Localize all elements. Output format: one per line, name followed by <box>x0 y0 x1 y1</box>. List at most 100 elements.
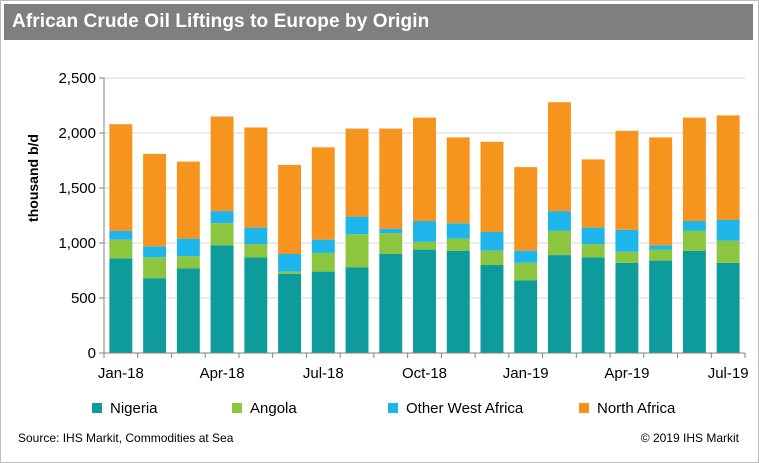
y-tick-label: 0 <box>88 345 96 362</box>
bar-segment-north-africa <box>278 164 302 254</box>
bar-segment-north-africa <box>345 128 369 217</box>
bar-segment-nigeria <box>716 262 740 353</box>
source-note: Source: IHS Markit, Commodities at Sea <box>18 431 234 445</box>
bar-segment-angola <box>716 240 740 263</box>
bar-segment-nigeria <box>649 260 673 353</box>
bar-segment-angola <box>210 223 234 246</box>
bar-segment-angola <box>514 262 538 281</box>
chart-title-bar: African Crude Oil Liftings to Europe by … <box>4 4 753 40</box>
bar-segment-north-africa <box>244 127 268 228</box>
y-tick-label: 2,500 <box>58 70 96 87</box>
legend-label: North Africa <box>597 399 676 417</box>
bar-segment-north-africa <box>109 124 133 231</box>
bar-segment-nigeria <box>615 262 639 353</box>
x-tick-label: Apr-18 <box>200 365 245 382</box>
bar-segment-nigeria <box>547 255 571 353</box>
bar-segment-other-west-africa <box>413 221 436 242</box>
bar-segment-other-west-africa <box>379 228 403 234</box>
bar-segment-other-west-africa <box>514 250 538 263</box>
bar-segment-angola <box>480 250 504 265</box>
bar-segment-north-africa <box>480 141 504 232</box>
y-tick-label: 2,000 <box>58 125 96 142</box>
legend-item-north-africa: North Africa <box>579 398 675 418</box>
bar-segment-nigeria <box>244 257 268 353</box>
bar-segment-nigeria <box>210 245 234 353</box>
tick-labels: 0 500 1,000 1,500 2,000 2,500 Jan-18 Apr-18 Jul-… <box>58 70 748 382</box>
bar-segment-other-west-africa <box>345 216 369 235</box>
legend-label: Nigeria <box>110 399 158 417</box>
bar-segment-other-west-africa <box>581 227 605 245</box>
bar-segment-angola <box>311 252 335 272</box>
bar-segment-north-africa <box>514 167 538 251</box>
bar-segment-other-west-africa <box>109 230 133 240</box>
bar-segment-nigeria <box>109 258 133 353</box>
bar-segment-north-africa <box>210 116 234 212</box>
bar-segment-other-west-africa <box>615 229 639 252</box>
bar-segment-other-west-africa <box>244 227 268 245</box>
bar-segment-angola <box>143 257 167 279</box>
y-tick-label: 1,500 <box>58 180 96 197</box>
bar-segment-angola <box>446 238 470 251</box>
bar-segment-other-west-africa <box>682 221 706 231</box>
bar-segment-north-africa <box>547 102 571 212</box>
copyright-note: © 2019 IHS Markit <box>640 431 739 445</box>
bar-segment-nigeria <box>311 271 335 353</box>
x-tick-label: Jan-19 <box>503 365 549 382</box>
bar-segment-north-africa <box>682 117 706 221</box>
bar-segment-angola <box>278 271 302 274</box>
bar-segment-north-africa <box>413 117 436 221</box>
bar-segment-nigeria <box>682 250 706 353</box>
bar-segment-north-africa <box>716 115 740 220</box>
bar-segment-nigeria <box>143 278 167 353</box>
bars <box>109 102 740 353</box>
bar-segment-nigeria <box>413 249 436 353</box>
legend-item-nigeria: Nigeria <box>92 398 158 418</box>
chart-title: African Crude Oil Liftings to Europe by … <box>12 11 430 32</box>
bar-segment-nigeria <box>480 265 504 353</box>
legend-swatch <box>388 403 398 413</box>
bar-segment-north-africa <box>379 128 403 229</box>
bar-segment-other-west-africa <box>311 239 335 253</box>
bar-segment-nigeria <box>446 250 470 353</box>
bar-segment-north-africa <box>581 159 605 228</box>
bar-segment-north-africa <box>143 153 167 247</box>
bar-segment-north-africa <box>446 137 470 224</box>
chart-legend: Nigeria Angola Other West Africa North Afri… <box>0 398 759 418</box>
bar-segment-other-west-africa <box>143 246 167 258</box>
bar-segment-nigeria <box>278 273 302 353</box>
x-tick-label: Oct-18 <box>402 365 447 382</box>
bar-segment-north-africa <box>649 137 673 246</box>
bar-segment-angola <box>649 249 673 261</box>
bar-segment-nigeria <box>581 257 605 353</box>
legend-label: Angola <box>250 399 297 417</box>
bar-segment-north-africa <box>176 161 200 239</box>
legend-item-angola: Angola <box>232 398 297 418</box>
x-tick-label: Jul-18 <box>303 365 344 382</box>
legend-item-other-west-africa: Other West Africa <box>388 398 523 418</box>
bar-segment-other-west-africa <box>210 211 234 224</box>
x-tick-label: Apr-19 <box>604 365 649 382</box>
bar-segment-other-west-africa <box>480 232 504 251</box>
bar-segment-other-west-africa <box>278 254 302 272</box>
bar-segment-nigeria <box>176 268 200 353</box>
bar-segment-nigeria <box>514 280 538 353</box>
bar-segment-nigeria <box>345 267 369 353</box>
y-tick-label: 1,000 <box>58 235 96 252</box>
bar-segment-other-west-africa <box>176 238 200 257</box>
axes <box>99 77 746 358</box>
bar-segment-angola <box>379 233 403 254</box>
legend-swatch <box>92 403 102 413</box>
bar-segment-other-west-africa <box>547 211 571 231</box>
bar-segment-angola <box>682 230 706 251</box>
bar-segment-north-africa <box>615 130 639 230</box>
bar-segment-angola <box>109 239 133 259</box>
bar-segment-nigeria <box>379 254 403 353</box>
bar-segment-angola <box>581 244 605 258</box>
bar-segment-other-west-africa <box>649 245 673 250</box>
bar-segment-angola <box>547 230 571 256</box>
bar-segment-other-west-africa <box>716 219 740 241</box>
legend-label: Other West Africa <box>406 399 524 417</box>
x-tick-label: Jul-19 <box>708 365 749 382</box>
y-axis-label: thousand b/d <box>25 134 41 222</box>
